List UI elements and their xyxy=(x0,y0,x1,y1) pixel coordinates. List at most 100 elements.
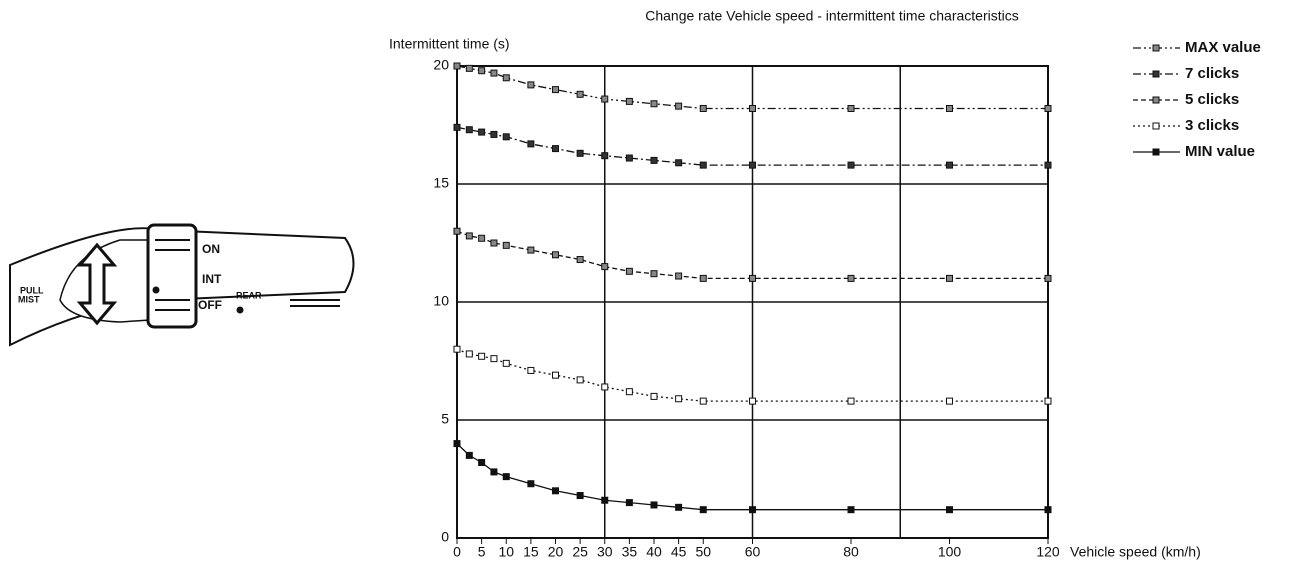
data-point xyxy=(552,371,559,379)
chart-title: Change rate Vehicle speed - intermittent… xyxy=(645,8,1019,24)
legend-marker xyxy=(1152,70,1160,78)
switch-label: REAR xyxy=(236,290,262,300)
data-point xyxy=(576,149,584,157)
data-point xyxy=(946,506,953,514)
data-point xyxy=(847,161,855,169)
data-point xyxy=(946,104,953,112)
data-point xyxy=(502,473,510,481)
legend-label: MAX value xyxy=(1185,39,1261,56)
data-point xyxy=(675,395,683,403)
data-point xyxy=(490,130,498,138)
data-point xyxy=(527,366,535,374)
data-point xyxy=(502,74,510,82)
data-point xyxy=(576,256,584,264)
data-point xyxy=(675,503,683,511)
x-tick-label: 20 xyxy=(548,544,564,560)
legend-marker xyxy=(1152,122,1160,130)
data-point xyxy=(490,69,498,77)
data-point xyxy=(946,274,953,282)
data-point xyxy=(699,506,707,514)
data-point xyxy=(946,397,953,405)
data-point xyxy=(576,90,584,98)
data-point xyxy=(749,274,756,282)
x-tick-label: 15 xyxy=(523,544,539,560)
data-point xyxy=(527,140,535,148)
data-point xyxy=(527,246,535,254)
data-point xyxy=(847,397,855,405)
data-point xyxy=(552,145,559,153)
data-point xyxy=(625,267,633,275)
data-point xyxy=(465,451,473,459)
data-point xyxy=(1044,506,1052,514)
data-point xyxy=(465,232,473,240)
data-point xyxy=(478,67,486,75)
legend-label: 7 clicks xyxy=(1185,65,1239,82)
data-point xyxy=(625,388,633,396)
data-point xyxy=(675,159,683,167)
y-tick-label: 10 xyxy=(433,293,449,309)
data-point xyxy=(490,239,498,247)
data-point xyxy=(465,350,473,358)
data-point xyxy=(453,345,461,353)
data-point xyxy=(650,156,658,164)
x-tick-label: 50 xyxy=(695,544,711,560)
data-point xyxy=(478,234,486,242)
data-point xyxy=(847,274,855,282)
data-point xyxy=(699,397,707,405)
data-point xyxy=(453,62,461,70)
data-point xyxy=(699,274,707,282)
dot xyxy=(236,306,244,314)
data-point xyxy=(847,506,855,514)
data-point xyxy=(478,458,486,466)
data-point xyxy=(465,64,473,72)
x-tick-label: 0 xyxy=(453,544,461,560)
data-point xyxy=(453,123,461,131)
data-point xyxy=(1044,104,1052,112)
data-point xyxy=(465,126,473,134)
x-axis-label: Vehicle speed (km/h) xyxy=(1070,544,1201,560)
x-tick-label: 10 xyxy=(498,544,514,560)
data-point xyxy=(527,480,535,488)
data-point xyxy=(675,102,683,110)
data-point xyxy=(625,97,633,105)
y-tick-label: 5 xyxy=(441,411,449,427)
data-point xyxy=(625,154,633,162)
data-point xyxy=(453,440,461,448)
data-point xyxy=(601,263,609,271)
data-point xyxy=(699,161,707,169)
data-point xyxy=(490,468,498,476)
dot xyxy=(152,286,160,294)
y-tick-label: 15 xyxy=(433,175,449,191)
legend-marker xyxy=(1152,148,1160,156)
data-point xyxy=(1044,397,1052,405)
switch-label: OFF xyxy=(198,298,222,312)
switch-label: MIST xyxy=(18,294,40,304)
data-point xyxy=(502,359,510,367)
data-point xyxy=(749,161,756,169)
data-point xyxy=(601,152,609,160)
data-point xyxy=(650,100,658,108)
switch-label: ON xyxy=(202,242,220,256)
legend-marker xyxy=(1152,44,1160,52)
x-tick-label: 25 xyxy=(572,544,588,560)
data-point xyxy=(576,492,584,500)
data-point xyxy=(749,506,756,514)
legend-marker xyxy=(1152,96,1160,104)
x-tick-label: 80 xyxy=(843,544,859,560)
data-point xyxy=(625,499,633,507)
data-point xyxy=(946,161,953,169)
switch-label: PULL xyxy=(20,285,44,295)
data-point xyxy=(601,496,609,504)
data-point xyxy=(527,81,535,89)
data-point xyxy=(552,487,559,495)
data-point xyxy=(675,272,683,280)
legend-label: 5 clicks xyxy=(1185,91,1239,108)
data-point xyxy=(749,104,756,112)
data-point xyxy=(490,355,498,363)
y-tick-label: 20 xyxy=(433,57,449,73)
data-point xyxy=(502,241,510,249)
data-point xyxy=(601,95,609,103)
legend-label: MIN value xyxy=(1185,143,1255,160)
